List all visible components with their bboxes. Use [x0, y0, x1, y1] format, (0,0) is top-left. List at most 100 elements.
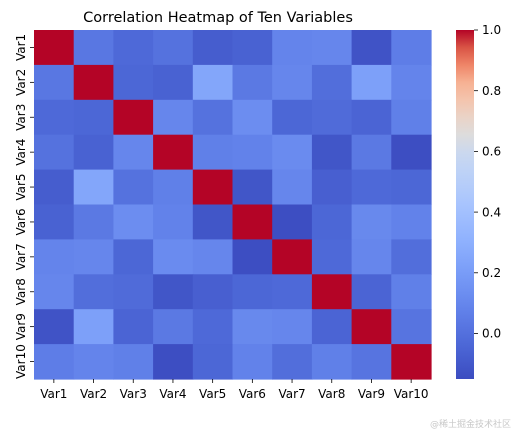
heatmap-cell-var6-var9 [351, 204, 392, 240]
heatmap-cell-var8-var9 [351, 274, 392, 310]
y-tick-label-var8: Var8 [14, 278, 28, 305]
y-tick-label-var7: Var7 [14, 243, 28, 270]
y-tick-label-var2: Var2 [14, 69, 28, 96]
heatmap-cell-var1-var6 [232, 30, 273, 66]
heatmap-cell-var8-var6 [232, 274, 273, 310]
y-tick-label-var4: Var4 [14, 139, 28, 166]
heatmap-cell-var7-var5 [192, 239, 234, 275]
heatmap-cell-var6-var5 [192, 204, 234, 240]
heatmap-cell-var3-var1 [34, 99, 75, 136]
colorbar-tick-label: 0.0 [482, 327, 501, 341]
heatmap-cell-var9-var3 [113, 309, 154, 345]
heatmap-cell-var8-var5 [192, 274, 234, 310]
heatmap-cell-var9-var6 [232, 309, 273, 345]
heatmap-cell-var5-var7 [272, 169, 313, 206]
heatmap-cell-var5-var4 [153, 169, 194, 206]
heatmap-cell-var3-var3 [113, 99, 154, 136]
x-tick-label-var5: Var5 [199, 387, 226, 401]
heatmap-cell-var4-var10 [391, 134, 432, 171]
heatmap-cell-var6-var2 [73, 204, 114, 240]
heatmap-cell-var1-var8 [311, 30, 353, 66]
heatmap-cell-var6-var8 [311, 204, 353, 240]
watermark: @稀土掘金技术社区 [429, 420, 511, 430]
x-tick-label-var2: Var2 [80, 387, 107, 401]
heatmap-cell-var7-var10 [391, 239, 432, 275]
heatmap-cell-var1-var5 [192, 30, 234, 66]
heatmap-cell-var10-var10 [391, 344, 432, 380]
heatmap-cell-var4-var6 [232, 134, 273, 171]
heatmap-cell-var2-var1 [34, 64, 75, 101]
heatmap-cell-var9-var10 [391, 309, 432, 345]
x-tick-label-var3: Var3 [120, 387, 147, 401]
heatmap-cell-var3-var8 [311, 99, 353, 136]
colorbar-ticks: 1.0 0.8 0.6 0.4 0.2 0.0 [474, 23, 501, 341]
x-tick-label-var8: Var8 [318, 387, 345, 401]
heatmap-cell-var9-var4 [153, 309, 194, 345]
heatmap-cell-var5-var9 [351, 169, 392, 206]
heatmap-cell-var1-var2 [73, 30, 114, 66]
heatmap-cell-var4-var5 [192, 134, 234, 171]
heatmap-cell-var7-var8 [311, 239, 353, 275]
heatmap-cell-var1-var4 [153, 30, 194, 66]
colorbar-tick-label: 0.2 [482, 266, 501, 280]
heatmap-cell-var6-var10 [391, 204, 432, 240]
heatmap-cell-var2-var2 [73, 64, 114, 101]
heatmap-cell-var1-var10 [391, 30, 432, 66]
heatmap-cell-var8-var3 [113, 274, 154, 310]
y-axis-ticks: Var1 Var2 Var3 Var4 Var5 Var6 Var7 Var8 Var9 Var1… [14, 34, 34, 379]
heatmap-cell-var6-var6 [232, 204, 273, 240]
heatmap-cell-var5-var6 [232, 169, 273, 206]
heatmap-cell-var6-var4 [153, 204, 194, 240]
heatmap-cell-var3-var4 [153, 99, 194, 136]
y-tick-label-var5: Var5 [14, 173, 28, 200]
heatmap-cell-var3-var2 [73, 99, 114, 136]
x-tick-label-var6: Var6 [239, 387, 266, 401]
heatmap-cell-var6-var3 [113, 204, 154, 240]
x-tick-label-var4: Var4 [159, 387, 186, 401]
heatmap-cell-var3-var7 [272, 99, 313, 136]
heatmap-cell-var6-var1 [34, 204, 75, 240]
heatmap-cell-var8-var7 [272, 274, 313, 310]
heatmap-cell-var3-var10 [391, 99, 432, 136]
heatmap-cell-var9-var2 [73, 309, 114, 345]
y-tick-label-var6: Var6 [14, 208, 28, 235]
x-tick-label-var9: Var9 [358, 387, 385, 401]
heatmap-cell-var9-var7 [272, 309, 313, 345]
heatmap-cell-var9-var9 [351, 309, 392, 345]
heatmap-cell-var5-var1 [34, 169, 75, 206]
x-tick-label-var10: Var10 [394, 387, 429, 401]
heatmap-cell-var7-var2 [73, 239, 114, 275]
heatmap-cell-var3-var5 [192, 99, 234, 136]
heatmap-cell-var4-var1 [34, 134, 75, 171]
heatmap-cell-var4-var2 [73, 134, 114, 171]
chart-title: Correlation Heatmap of Ten Variables [83, 10, 353, 26]
colorbar-tick-label: 1.0 [482, 23, 501, 37]
heatmap-cell-var7-var6 [232, 239, 273, 275]
heatmap-cell-var8-var8 [311, 274, 353, 310]
heatmap-cell-var7-var3 [113, 239, 154, 275]
heatmap-cell-var7-var7 [272, 239, 313, 275]
heatmap-cell-var1-var3 [113, 30, 154, 66]
heatmap-cell-var4-var8 [311, 134, 353, 171]
heatmap-cell-var5-var8 [311, 169, 353, 206]
heatmap-cell-var2-var3 [113, 64, 154, 101]
y-tick-label-var10: Var10 [14, 344, 28, 379]
heatmap-cell-var10-var4 [153, 344, 194, 380]
heatmap-cell-var3-var6 [232, 99, 273, 136]
heatmap-cell-var10-var9 [351, 344, 392, 380]
heatmap-cell-var2-var9 [351, 64, 392, 101]
heatmap-cell-var8-var1 [34, 274, 75, 310]
heatmap-cell-var5-var10 [391, 169, 432, 206]
heatmap-cell-var3-var9 [351, 99, 392, 136]
heatmap-cell-var4-var7 [272, 134, 313, 171]
heatmap-cell-var5-var2 [73, 169, 114, 206]
heatmap-cell-var10-var5 [192, 344, 234, 380]
heatmap-cell-var7-var9 [351, 239, 392, 275]
heatmap-cell-var4-var9 [351, 134, 392, 171]
y-tick-label-var9: Var9 [14, 313, 28, 340]
y-tick-label-var3: Var3 [14, 104, 28, 131]
heatmap-cell-var6-var7 [272, 204, 313, 240]
heatmap-cell-var10-var2 [73, 344, 114, 380]
heatmap-cell-var2-var10 [391, 64, 432, 101]
